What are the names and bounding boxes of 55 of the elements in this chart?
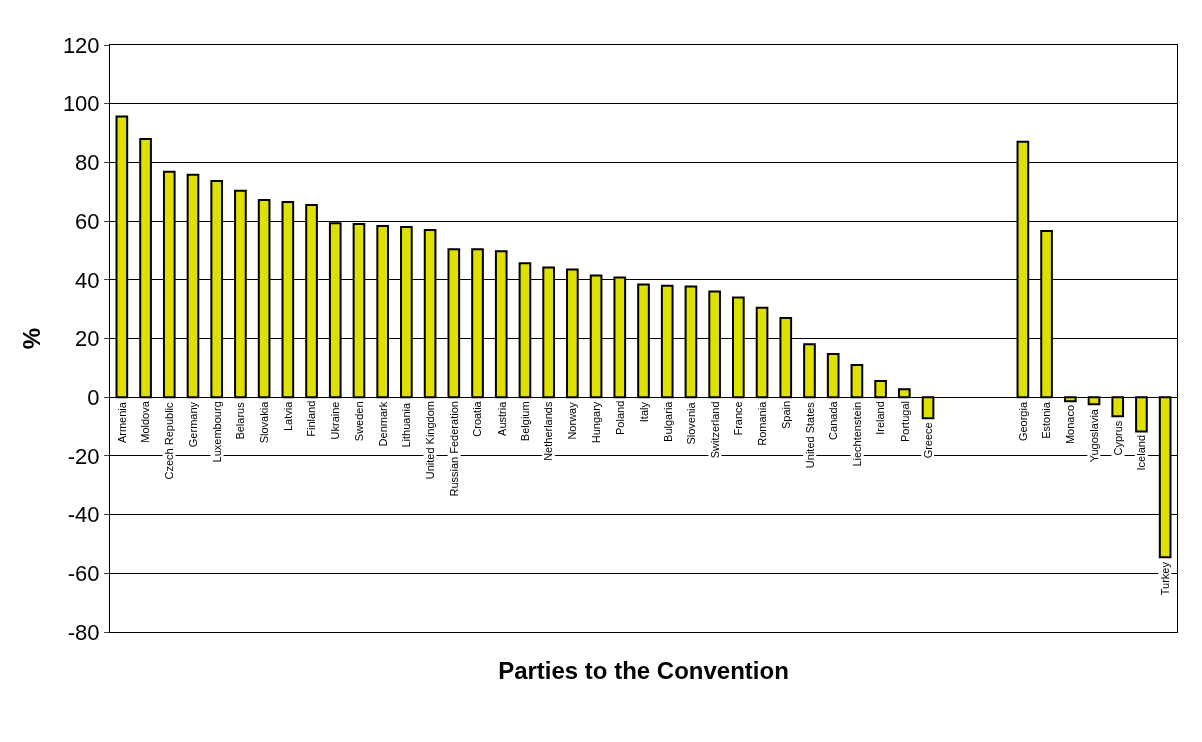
y-tick-label: -20 — [67, 443, 100, 469]
x-tick-label: Romania — [756, 400, 769, 446]
x-tick-label: Lithuania — [400, 402, 413, 448]
x-tick-label: Ireland — [874, 401, 887, 435]
x-tick-label: Slovenia — [685, 401, 698, 445]
x-tick-label: Ukraine — [329, 401, 342, 440]
x-tick-label: Belgium — [518, 401, 531, 442]
y-tick-label: -80 — [67, 619, 100, 645]
x-tick-label: Portugal — [898, 401, 911, 443]
x-tick-label: Russian Federation — [448, 401, 461, 497]
x-tick-label: Georgia — [1016, 401, 1029, 442]
y-tick-label: 20 — [75, 326, 100, 352]
x-tick-label: Canada — [827, 400, 840, 440]
y-tick-label: 120 — [62, 32, 100, 58]
x-tick-label: Slovakia — [257, 400, 270, 444]
x-tick-label: Luxembourg — [211, 401, 223, 463]
x-tick-label: Armenia — [115, 401, 128, 444]
y-tick-label: 40 — [75, 267, 100, 293]
x-tick-label: Sweden — [352, 401, 365, 442]
x-tick-label: Spain — [779, 400, 792, 429]
x-tick-label: Germany — [186, 401, 199, 448]
y-tick-label: -60 — [67, 561, 100, 586]
x-tick-label: Moldova — [139, 400, 152, 443]
x-tick-label: Austria — [495, 400, 508, 436]
x-tick-label: Switzerland — [708, 401, 721, 459]
x-tick-label: Iceland — [1135, 434, 1148, 471]
y-tick-label: 100 — [62, 91, 100, 117]
x-tick-label: Yugoslavia — [1087, 408, 1100, 463]
x-tick-label: Netherlands — [542, 401, 555, 461]
x-tick-label: France — [732, 401, 745, 436]
x-tick-label: Croatia — [471, 400, 484, 437]
x-tick-label: Bulgaria — [661, 400, 674, 442]
x-tick-label: Hungary — [589, 401, 602, 444]
x-tick-label: United Kingdom — [423, 401, 436, 480]
x-tick-label: United States — [803, 401, 816, 469]
x-tick-label: Cyprus — [1111, 420, 1124, 456]
x-tick-label: Italy — [637, 401, 650, 423]
y-tick-label: -40 — [67, 502, 100, 528]
y-tick-label: 60 — [75, 208, 100, 234]
x-tick-label: Denmark — [376, 401, 389, 447]
x-tick-label: Greece — [921, 422, 934, 459]
y-tick-label: 0 — [87, 384, 100, 410]
x-tick-label: Turkey — [1158, 561, 1171, 596]
x-tick-label: Estonia — [1040, 401, 1053, 439]
x-tick-label: Poland — [613, 400, 626, 435]
x-tick-label: Latvia — [281, 400, 294, 432]
x-tick-label: Monaco — [1064, 404, 1077, 445]
x-tick-label: Norway — [566, 401, 579, 440]
x-tick-label: Czech Republic — [163, 401, 176, 480]
y-axis-title: % — [17, 327, 45, 350]
x-tick-label: Belarus — [234, 401, 247, 440]
x-tick-label: Liechtenstein — [851, 401, 864, 467]
y-tick-label: 80 — [75, 150, 100, 176]
x-tick-label: Finland — [305, 400, 318, 437]
x-axis-title: Parties to the Convention — [498, 657, 789, 685]
